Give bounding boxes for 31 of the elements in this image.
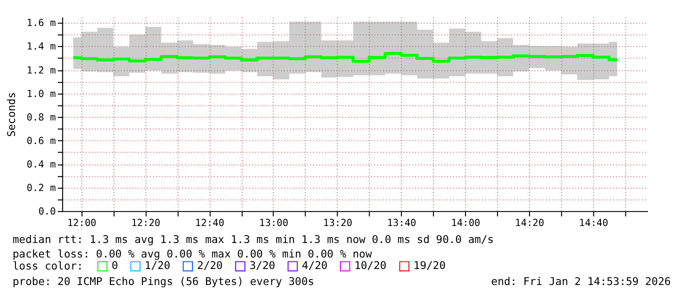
text: probe: 20 ICMP Echo Pings (56 Bytes) every 300s (12, 274, 314, 288)
legend-label: 19/20 (414, 259, 446, 272)
x-tick-label: 12:40 (195, 218, 225, 230)
x-tick-label: 13:40 (387, 218, 416, 230)
legend-label: 0 (112, 259, 118, 272)
x-tick-label: 13:00 (259, 218, 288, 230)
x-tick-label: 12:20 (131, 218, 161, 230)
y-tick-label: 0.0 (38, 206, 56, 218)
legend-label: 3/20 (249, 259, 276, 272)
text: median rtt: 1.3 ms avg 1.3 ms max 1.3 ms min 1.3 ms now 0.0 ms sd 90.0 am/s (12, 233, 494, 246)
y-tick-label: 1.6 m (26, 18, 56, 30)
legend-label: 1/20 (144, 259, 170, 272)
y-axis-title: Seconds (4, 92, 18, 137)
x-tick-label: 14:20 (515, 218, 544, 230)
y-tick-label: 0.8 m (26, 112, 56, 124)
x-tick-label: 14:40 (579, 218, 608, 230)
text: end: Fri Jan 2 14:53:59 2026 (491, 274, 671, 288)
y-tick-label: 0.2 m (26, 182, 56, 194)
legend-title: loss color: (12, 259, 84, 272)
x-tick-label: 14:00 (451, 218, 480, 230)
legend-label: 4/20 (302, 259, 328, 272)
x-tick-label: 13:20 (323, 218, 352, 230)
y-tick-label: 0.4 m (26, 159, 56, 170)
y-tick-label: 1.2 m (26, 65, 56, 76)
y-tick-label: 1.0 m (26, 88, 56, 100)
text: packet loss: 0.00 % avg 0.00 % max 0.00 % min 0.00 % now (12, 248, 372, 261)
x-tick-label: 12:00 (67, 218, 97, 230)
y-tick-label: 0.6 m (26, 136, 56, 147)
y-tick-label: 1.4 m (26, 42, 56, 53)
legend-label: 10/20 (354, 259, 386, 272)
legend-label: 2/20 (197, 259, 223, 272)
